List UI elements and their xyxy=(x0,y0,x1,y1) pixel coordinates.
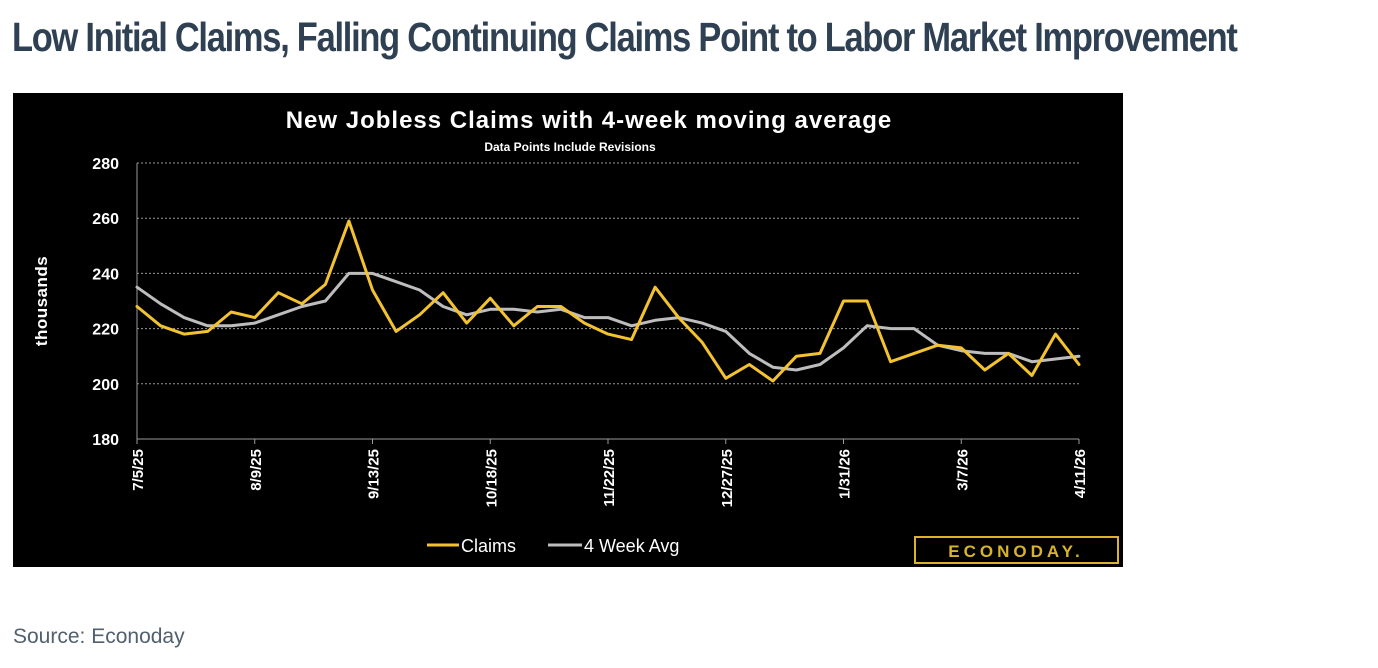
y-tick-label: 240 xyxy=(92,266,119,283)
legend-label-4-week-avg: 4 Week Avg xyxy=(584,536,679,556)
page-heading: Low Initial Claims, Falling Continuing C… xyxy=(12,14,1238,60)
legend: Claims 4 Week Avg xyxy=(427,536,679,556)
logo-text: ECONODAY. xyxy=(948,542,1084,561)
y-axis-label: thousands xyxy=(32,256,51,346)
chart-title: New Jobless Claims with 4-week moving av… xyxy=(286,107,893,134)
econoday-logo: ECONODAY. xyxy=(914,536,1119,564)
series-lines xyxy=(135,219,1081,383)
source-note: Source: Econoday xyxy=(13,625,185,648)
series-line-4-week-avg xyxy=(135,271,1081,372)
y-tick-label: 200 xyxy=(92,377,119,394)
x-tick-label: 11/22/25 xyxy=(601,449,618,507)
y-tick-label: 260 xyxy=(92,211,119,228)
logo-frame xyxy=(914,536,1119,564)
x-tick-labels: 7/5/25 8/9/25 9/13/25 10/18/25 11/22/25 12/27… xyxy=(130,439,1089,507)
x-tick-label: 9/13/25 xyxy=(366,449,383,499)
gridlines xyxy=(136,162,1079,440)
series-points-4-week-avg xyxy=(136,273,1080,371)
chart-panel: New Jobless Claims with 4-week moving av… xyxy=(13,93,1123,567)
series-line-claims xyxy=(135,219,1081,383)
x-tick-label: 7/5/25 xyxy=(130,449,147,491)
x-tick-label: 10/18/25 xyxy=(483,449,500,507)
chart-subtitle: Data Points Include Revisions xyxy=(484,140,656,154)
x-tick-label: 4/11/26 xyxy=(1072,449,1089,498)
y-tick-label: 220 xyxy=(92,322,119,339)
jobless-claims-chart: New Jobless Claims with 4-week moving av… xyxy=(32,107,1119,564)
x-tick-label: 12/27/25 xyxy=(719,449,736,507)
series-points-claims xyxy=(136,220,1080,382)
legend-label-claims: Claims xyxy=(461,536,516,556)
y-tick-label: 180 xyxy=(92,432,119,449)
y-tick-label: 280 xyxy=(92,156,119,173)
x-tick-label: 1/31/26 xyxy=(837,449,854,499)
x-tick-label: 8/9/25 xyxy=(248,449,265,491)
y-tick-labels: 180 200 220 240 260 280 xyxy=(92,156,119,449)
x-tick-label: 3/7/26 xyxy=(954,449,971,491)
